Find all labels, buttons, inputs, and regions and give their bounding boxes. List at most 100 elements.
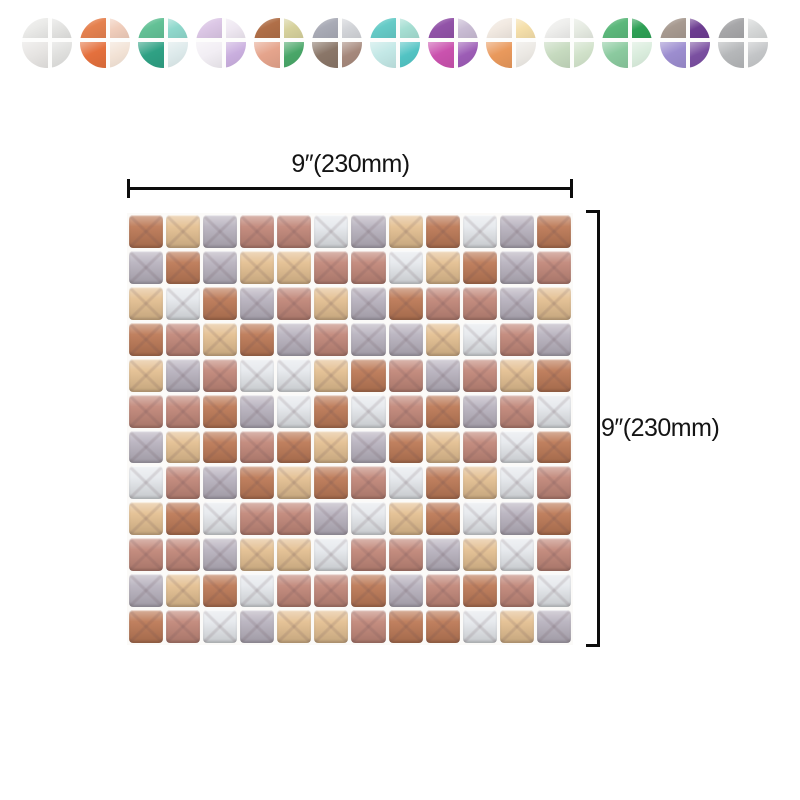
mosaic-tile-tan [499, 610, 534, 643]
mosaic-tile-terracotta [240, 322, 275, 356]
mosaic-tile-terracotta [351, 574, 386, 608]
mosaic-tile-white-blue [499, 538, 534, 572]
mosaic-tile-terracotta [462, 574, 497, 608]
swatch-tile-quadrant [747, 42, 768, 68]
mosaic-tile-silver-lilac [499, 215, 534, 248]
swatch-tile-quadrant [22, 42, 48, 68]
mosaic-tile-dusty-pink [277, 215, 312, 248]
mosaic-tile-tan [129, 502, 164, 536]
mosaic-tile-dusty-pink [351, 250, 386, 284]
height-dimension-cap-top [586, 210, 600, 213]
mosaic-tile-tan [388, 215, 423, 248]
variant-swatch-silver-gray[interactable] [718, 18, 768, 68]
swatch-tile-quadrant [283, 18, 304, 39]
variant-swatch-purple-magenta[interactable] [428, 18, 478, 68]
variant-swatch-teal-green[interactable] [138, 18, 188, 68]
mosaic-tile-tan [462, 466, 497, 500]
mosaic-tile-white-blue [351, 502, 386, 536]
mosaic-tile-dusty-pink [314, 322, 349, 356]
swatch-tile-quadrant [370, 18, 396, 39]
mosaic-tile-silver-lilac [129, 250, 164, 284]
mosaic-tile-dusty-pink [166, 466, 201, 500]
variant-swatch-white[interactable] [22, 18, 72, 68]
swatch-tile-quadrant [602, 18, 628, 39]
swatch-tile-quadrant [486, 18, 512, 39]
mosaic-tile-white-blue [536, 394, 571, 428]
mosaic-tile-dusty-pink [240, 215, 275, 248]
mosaic-tile-terracotta [351, 358, 386, 392]
mosaic-tile-silver-lilac [203, 250, 238, 284]
swatch-tile-quadrant [138, 42, 164, 68]
mosaic-tile-dusty-pink [240, 430, 275, 464]
mosaic-tile-tan [203, 322, 238, 356]
mosaic-tile-dusty-pink [129, 394, 164, 428]
swatch-tile-quadrant [138, 18, 164, 39]
mosaic-tile-terracotta [536, 215, 571, 248]
mosaic-tile-silver-lilac [462, 394, 497, 428]
variant-swatch-taupe-purple[interactable] [660, 18, 710, 68]
swatch-tile-quadrant [399, 18, 420, 39]
mosaic-tile-tan [129, 358, 164, 392]
variant-swatch-aqua[interactable] [370, 18, 420, 68]
swatch-tile-quadrant [370, 42, 396, 68]
swatch-tile-quadrant [341, 18, 362, 39]
mosaic-tile-silver-lilac [388, 574, 423, 608]
mosaic-tile-tan [166, 215, 201, 248]
mosaic-tile-tan [499, 358, 534, 392]
mosaic-tile-dusty-pink [499, 574, 534, 608]
mosaic-tile-terracotta [536, 430, 571, 464]
mosaic-tile-white-blue [351, 394, 386, 428]
mosaic-tile-tan [462, 538, 497, 572]
mosaic-tile-tan [388, 502, 423, 536]
swatch-tile-quadrant [631, 42, 652, 68]
mosaic-tile-silver-lilac [166, 358, 201, 392]
mosaic-tile-white-blue [536, 574, 571, 608]
mosaic-tile-tan [536, 286, 571, 320]
mosaic-tile-terracotta [240, 466, 275, 500]
mosaic-tile-tan [314, 286, 349, 320]
mosaic-tile-tan [277, 610, 312, 643]
variant-swatch-pale-green[interactable] [544, 18, 594, 68]
mosaic-tile-white-blue [203, 610, 238, 643]
variant-swatch-lavender[interactable] [196, 18, 246, 68]
swatch-tile-quadrant [283, 42, 304, 68]
mosaic-tile-tan [277, 250, 312, 284]
variant-swatch-gray-taupe[interactable] [312, 18, 362, 68]
mosaic-tile-white-blue [462, 610, 497, 643]
height-dimension-label: 9″(230mm) [601, 414, 720, 442]
mosaic-tile-tan [314, 430, 349, 464]
mosaic-tile-silver-lilac [129, 574, 164, 608]
swatch-tile-quadrant [196, 18, 222, 39]
swatch-tile-quadrant [80, 18, 106, 39]
mosaic-tile-dusty-pink [499, 322, 534, 356]
variant-swatch-brown-multi[interactable] [254, 18, 304, 68]
mosaic-tile-dusty-pink [388, 358, 423, 392]
mosaic-tile-dusty-pink [351, 610, 386, 643]
mosaic-tile-silver-lilac [240, 286, 275, 320]
mosaic-tile-tan [277, 466, 312, 500]
mosaic-tile-terracotta [388, 610, 423, 643]
mosaic-tile-white-blue [314, 538, 349, 572]
swatch-tile-quadrant [457, 42, 478, 68]
variant-swatch-cream-orange[interactable] [486, 18, 536, 68]
mosaic-tile-dusty-pink [536, 538, 571, 572]
variant-swatch-green[interactable] [602, 18, 652, 68]
swatch-tile-quadrant [109, 18, 130, 39]
mosaic-tile-terracotta [388, 430, 423, 464]
mosaic-tile-dusty-pink [425, 286, 460, 320]
mosaic-tile-dusty-pink [462, 430, 497, 464]
mosaic-tile-terracotta [203, 394, 238, 428]
mosaic-tile-dusty-pink [388, 538, 423, 572]
mosaic-tile-white-blue [240, 574, 275, 608]
swatch-tile-quadrant [225, 42, 246, 68]
mosaic-tile-dusty-pink [462, 358, 497, 392]
mosaic-tile-tan [425, 250, 460, 284]
mosaic-tile-silver-lilac [203, 466, 238, 500]
mosaic-tile-silver-lilac [240, 394, 275, 428]
mosaic-tile-dusty-pink [425, 574, 460, 608]
swatch-tile-quadrant [718, 18, 744, 39]
swatch-tile-quadrant [254, 42, 280, 68]
mosaic-tile-terracotta [462, 250, 497, 284]
variant-swatch-orange[interactable] [80, 18, 130, 68]
mosaic-tile-terracotta [129, 215, 164, 248]
